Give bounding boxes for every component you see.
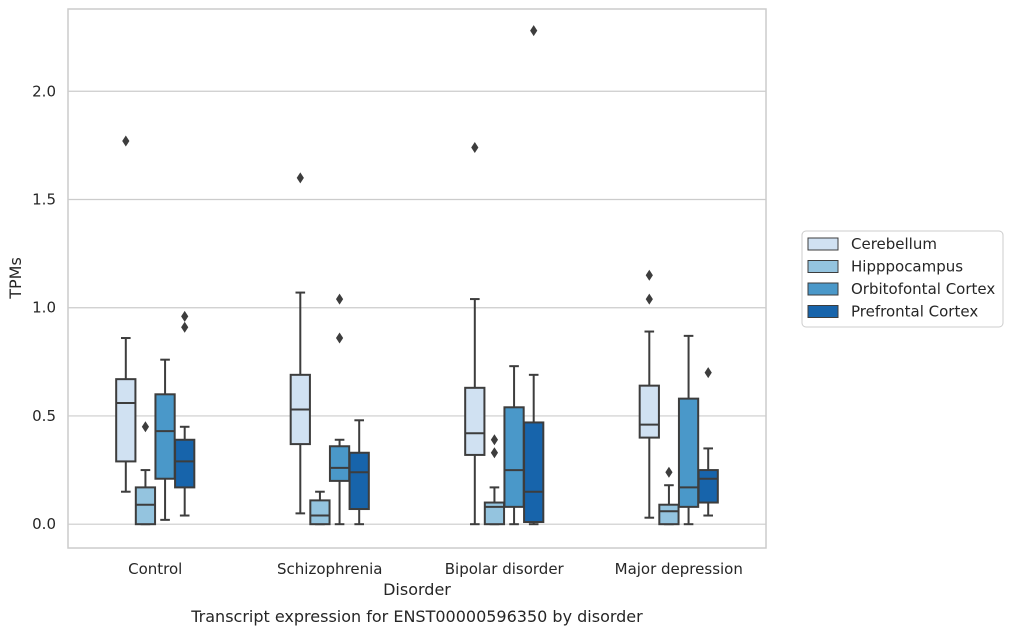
x-tick-label: Schizophrenia <box>277 560 382 578</box>
box-orbitofontal-cortex <box>503 365 525 526</box>
box-body <box>503 406 525 508</box>
chart-caption: Transcript expression for ENST0000059635… <box>190 607 643 626</box>
outlier-point <box>530 25 538 37</box>
box-hipppocampus <box>658 466 680 526</box>
box-orbitofontal-cortex <box>677 334 700 526</box>
box-cerebellum <box>115 135 137 493</box>
outlier-point <box>704 367 712 379</box>
box-hipppocampus <box>483 434 506 526</box>
box-body <box>483 501 506 526</box>
y-axis-label: TPMs <box>6 257 25 300</box>
box-body <box>464 386 486 456</box>
box-body <box>174 438 196 489</box>
box-prefrontal-cortex <box>697 367 719 517</box>
box-cerebellum <box>638 269 660 519</box>
box-prefrontal-cortex <box>348 419 370 526</box>
legend-label: Cerebellum <box>851 235 937 253</box>
box-body <box>328 445 351 482</box>
y-axis: 0.0 0.5 1.0 1.5 2.0 <box>32 82 56 533</box>
legend: Cerebellum Hipppocampus Orbitofontal Corte… <box>801 230 1004 328</box>
legend-swatch <box>807 282 839 296</box>
legend-label: Prefrontal Cortex <box>851 303 978 321</box>
outlier-point <box>335 332 344 344</box>
y-tick-label: 2.0 <box>32 82 56 100</box>
box-orbitofontal-cortex <box>328 293 351 526</box>
outlier-point <box>471 142 479 154</box>
x-tick-label: Major depression <box>615 560 743 578</box>
outlier-point <box>665 466 673 478</box>
x-tick-label: Bipolar disorder <box>445 560 565 578</box>
box-body <box>154 393 176 480</box>
outlier-point <box>141 421 150 433</box>
box-prefrontal-cortex <box>523 25 545 526</box>
box-body <box>523 421 545 524</box>
legend-swatch <box>807 305 839 318</box>
box-body <box>677 397 700 508</box>
box-prefrontal-cortex <box>174 310 196 517</box>
outlier-point <box>296 172 304 184</box>
legend-frame <box>801 230 1004 328</box>
outlier-point <box>490 434 499 446</box>
box-body <box>115 378 137 463</box>
box-body <box>697 469 719 504</box>
plot-area <box>115 25 719 526</box>
box-hipppocampus <box>309 490 331 526</box>
legend-swatch <box>807 237 839 251</box>
box-body <box>638 384 660 439</box>
outlier-point <box>122 135 130 147</box>
plot-frame <box>67 8 767 549</box>
outlier-point <box>181 310 189 322</box>
box-orbitofontal-cortex <box>154 358 176 521</box>
outlier-point <box>181 321 189 333</box>
outlier-point <box>335 293 344 305</box>
box-body <box>134 486 157 526</box>
y-tick-label: 1.5 <box>32 190 56 208</box>
box-body <box>309 499 331 526</box>
x-tick-label: Control <box>128 560 182 578</box>
legend-swatch <box>807 260 839 273</box>
outlier-point <box>490 447 499 459</box>
outlier-point <box>645 269 653 281</box>
outlier-point <box>645 293 653 305</box>
y-tick-label: 0.5 <box>32 407 56 425</box>
box-cerebellum <box>464 142 486 526</box>
x-axis-label: Disorder <box>383 580 451 599</box>
box-cerebellum <box>289 172 311 515</box>
y-tick-label: 1.0 <box>32 299 56 317</box>
x-axis: Control Schizophrenia Bipolar disorder Majo… <box>128 560 743 578</box>
box-hipppocampus <box>134 421 157 526</box>
legend-label: Hipppocampus <box>851 258 963 276</box>
y-tick-label: 0.0 <box>32 515 56 533</box>
legend-label: Orbitofontal Cortex <box>851 280 995 298</box>
box-body <box>658 503 680 526</box>
box-body <box>348 451 370 511</box>
